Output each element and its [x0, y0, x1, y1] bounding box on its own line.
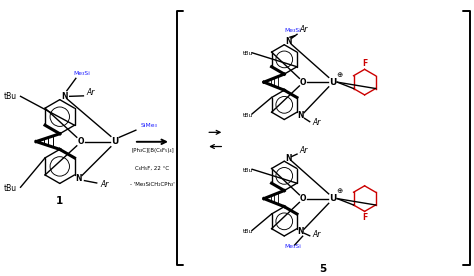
Text: N: N — [298, 227, 304, 236]
Text: O: O — [300, 194, 306, 203]
Text: U: U — [329, 78, 336, 87]
Text: N: N — [75, 174, 82, 183]
Text: tBu: tBu — [3, 184, 17, 193]
Text: Ar: Ar — [100, 180, 109, 189]
Text: O: O — [300, 78, 306, 87]
Text: Ar: Ar — [300, 25, 308, 34]
Text: ⊕: ⊕ — [337, 188, 343, 194]
Text: F: F — [362, 59, 367, 68]
Text: Ar: Ar — [312, 230, 321, 239]
Text: tBu: tBu — [243, 229, 253, 234]
Text: SiMe₃: SiMe₃ — [141, 123, 157, 128]
Text: U: U — [111, 137, 118, 146]
Text: 1: 1 — [56, 196, 64, 206]
Text: 5: 5 — [319, 264, 327, 274]
Text: N: N — [298, 110, 304, 120]
Text: [Ph₃C][B(C₆F₅)₄]: [Ph₃C][B(C₆F₅)₄] — [131, 148, 174, 153]
Text: N: N — [61, 92, 67, 101]
Text: Ar: Ar — [300, 146, 308, 155]
Text: tBu: tBu — [243, 168, 253, 172]
Text: Me₃Si: Me₃Si — [284, 244, 301, 249]
Text: F: F — [362, 213, 367, 222]
Text: U: U — [329, 194, 336, 203]
Text: tBu: tBu — [243, 51, 253, 56]
Text: ⊕: ⊕ — [337, 71, 343, 78]
Text: Ar: Ar — [312, 118, 321, 128]
Text: Ar: Ar — [87, 88, 95, 97]
Text: tBu: tBu — [243, 113, 253, 118]
Text: N: N — [285, 37, 292, 46]
Text: Me₃Si: Me₃Si — [73, 71, 91, 76]
Text: N: N — [285, 154, 292, 163]
Text: - 'Me₃SiCH₂CPh₃': - 'Me₃SiCH₂CPh₃' — [130, 182, 175, 187]
Text: C₆H₅F, 22 °C: C₆H₅F, 22 °C — [136, 165, 170, 171]
Text: Me₃Si: Me₃Si — [284, 28, 301, 33]
Text: O: O — [77, 137, 84, 146]
Text: tBu: tBu — [3, 92, 17, 101]
